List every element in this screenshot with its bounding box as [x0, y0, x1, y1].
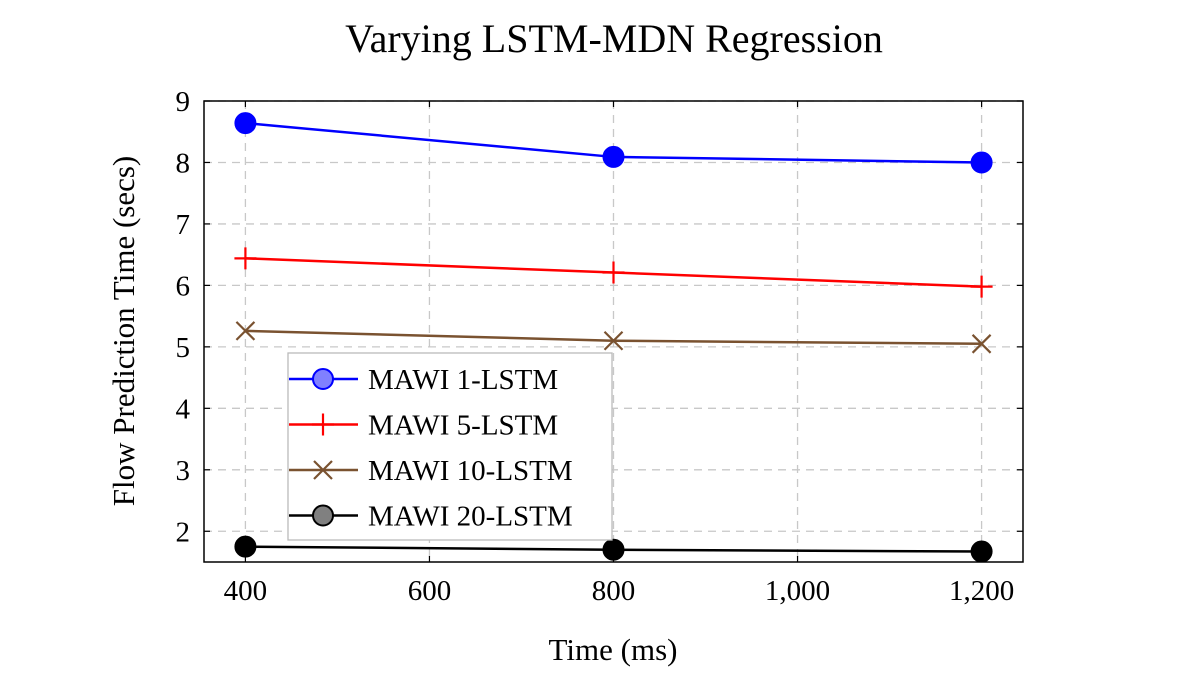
legend-label: MAWI 10-LSTM: [368, 455, 573, 487]
legend-marker: [313, 460, 333, 480]
y-tick-label: 2: [176, 516, 191, 548]
data-point: [602, 145, 625, 168]
x-tick-label: 600: [408, 575, 452, 607]
legend: MAWI 1-LSTM MAWI 5-LSTM MAWI 10-LSTM MAWI 2…: [287, 352, 613, 541]
plot-frame: [203, 100, 1024, 563]
data-point: [602, 538, 625, 561]
data-point: [602, 261, 625, 284]
y-axis-label: Flow Prediction Time (secs): [106, 156, 141, 506]
series-3: [235, 321, 992, 354]
legend-box: [287, 352, 613, 541]
legend-marker: [312, 504, 334, 527]
series: [234, 112, 993, 563]
x-axis-label: Time (ms): [549, 632, 678, 667]
data-point: [234, 535, 257, 558]
legend-entry: MAWI 20-LSTM: [289, 501, 573, 533]
x-tick-label: 400: [224, 575, 268, 607]
x-tick-label: 800: [592, 575, 636, 607]
legend-entry: MAWI 10-LSTM: [289, 455, 573, 487]
series-2: [234, 247, 993, 298]
ticks: 400 600 800 1,000 1,200 2 3 4 5 6 7 8 9: [176, 86, 1023, 607]
chart-title: Varying LSTM-MDN Regression: [345, 16, 883, 61]
data-point: [970, 151, 993, 174]
legend-label: MAWI 1-LSTM: [368, 364, 558, 396]
y-tick-label: 8: [176, 147, 191, 179]
grid: [204, 100, 1023, 562]
y-tick-label: 3: [176, 455, 191, 487]
y-tick-label: 7: [176, 209, 191, 241]
legend-marker: [312, 413, 334, 436]
x-tick-label: 1,200: [949, 575, 1014, 607]
x-tick-label: 1,000: [765, 575, 830, 607]
y-tick-label: 6: [176, 270, 191, 302]
data-point: [971, 334, 992, 354]
data-point: [970, 275, 993, 298]
legend-marker: [312, 368, 334, 390]
data-point: [234, 112, 257, 135]
y-tick-label: 9: [176, 86, 191, 118]
y-tick-label: 5: [176, 332, 191, 364]
data-point: [235, 321, 256, 341]
data-point: [970, 540, 993, 563]
legend-label: MAWI 20-LSTM: [368, 501, 573, 533]
legend-label: MAWI 5-LSTM: [368, 410, 558, 442]
legend-entry: MAWI 1-LSTM: [289, 364, 558, 396]
legend-entry: MAWI 5-LSTM: [289, 410, 558, 442]
series-4: [234, 535, 993, 563]
series-1: [234, 112, 993, 174]
data-point: [603, 330, 624, 351]
y-tick-label: 4: [176, 393, 191, 425]
data-point: [234, 247, 257, 270]
